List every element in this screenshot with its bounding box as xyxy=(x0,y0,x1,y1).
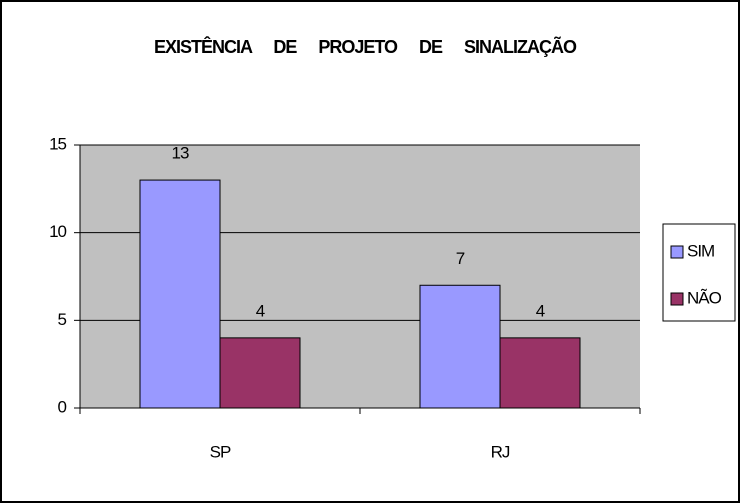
y-tick-label: 0 xyxy=(58,397,67,416)
value-label: 4 xyxy=(536,301,545,320)
bar xyxy=(139,179,221,409)
value-label: 13 xyxy=(172,144,189,163)
value-label: 7 xyxy=(456,249,465,268)
x-tick-label: SP xyxy=(210,442,231,461)
y-tick-label: 10 xyxy=(49,222,66,241)
legend-label: SIM xyxy=(687,241,714,260)
legend-swatch xyxy=(670,292,684,306)
legend-label: NÃO xyxy=(687,288,722,307)
bar xyxy=(219,337,301,409)
y-tick-label: 15 xyxy=(49,134,66,153)
bar xyxy=(419,284,501,409)
legend-swatch xyxy=(670,245,684,259)
x-tick-label: RJ xyxy=(491,442,510,461)
y-tick-label: 5 xyxy=(58,310,67,329)
value-label: 4 xyxy=(256,301,265,320)
bar xyxy=(499,337,581,409)
chart-title: EXISTÊNCIA DE PROJETO DE SINALIZAÇÃO xyxy=(154,36,577,57)
